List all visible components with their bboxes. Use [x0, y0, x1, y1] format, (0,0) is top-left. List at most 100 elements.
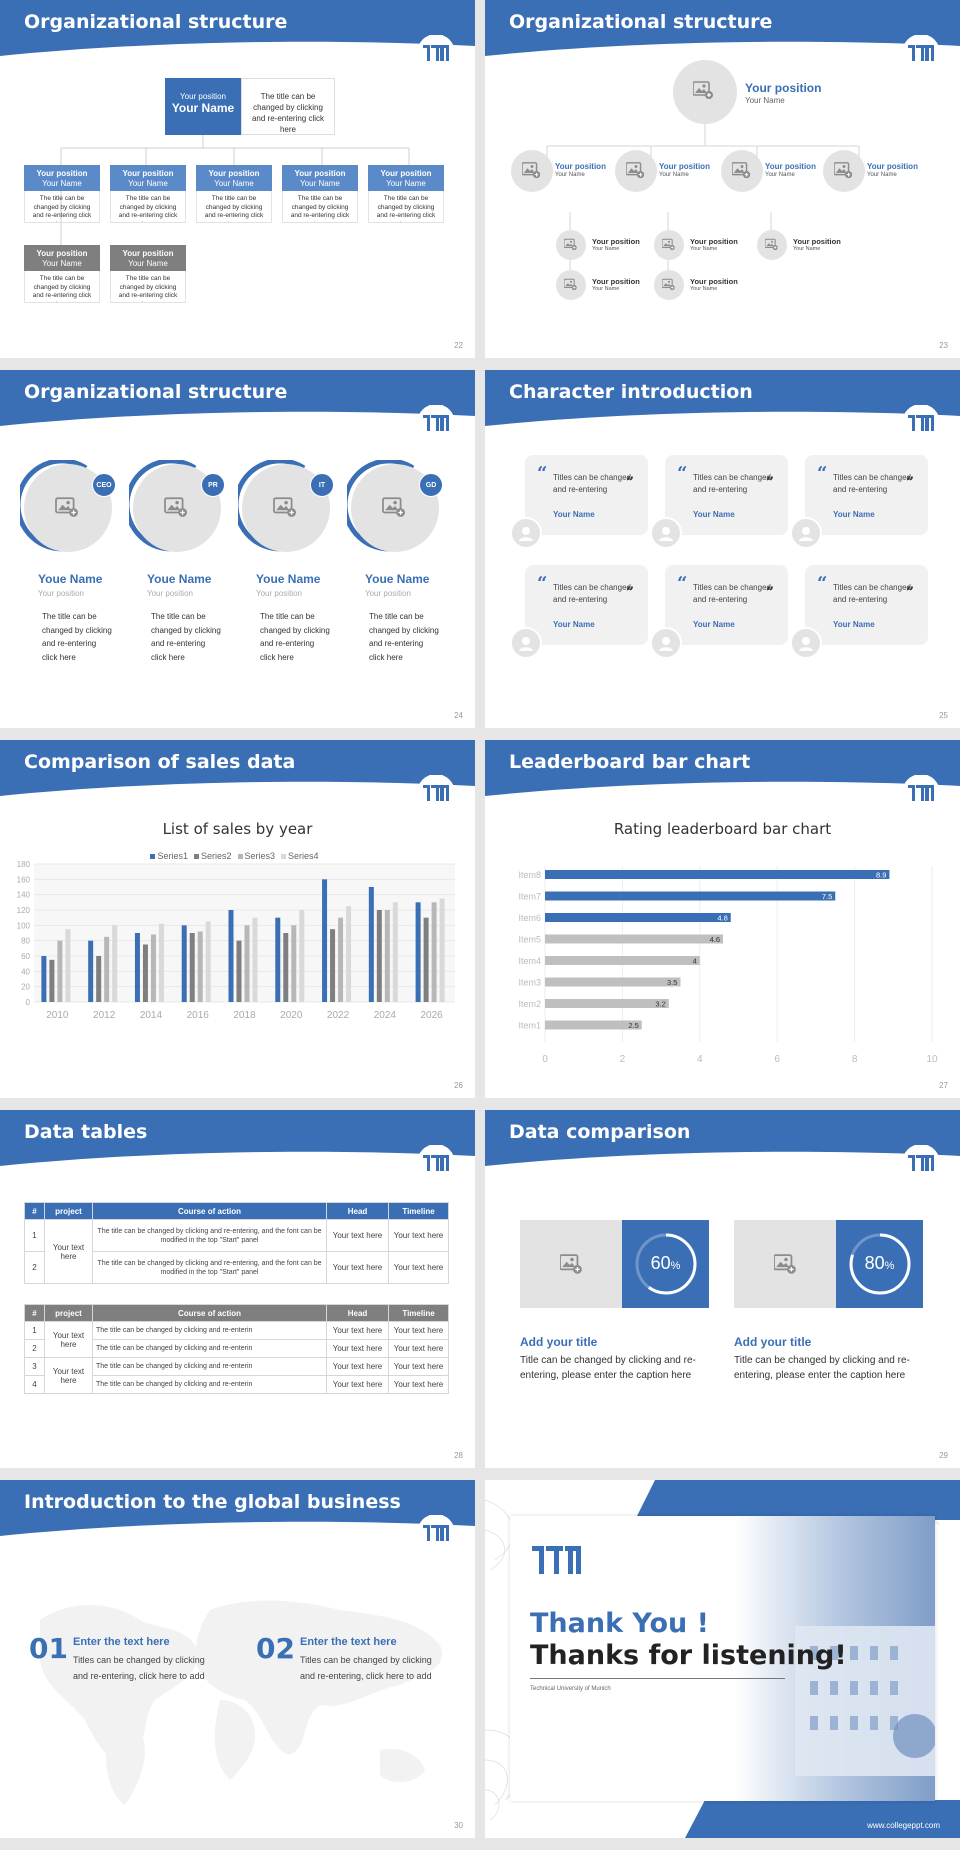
- member-position: Your position: [555, 162, 606, 171]
- member-photo-ring[interactable]: [20, 460, 120, 560]
- data-label: 8.9: [876, 871, 886, 880]
- top-name: Your Name: [745, 96, 785, 105]
- image-placeholder[interactable]: [520, 1220, 622, 1308]
- slide-25[interactable]: Character introduction “” Titles can be c…: [485, 370, 960, 728]
- head-cell: Your text here: [326, 1219, 389, 1252]
- bar: [112, 925, 118, 1002]
- legend-swatch: [150, 854, 156, 859]
- bar: [150, 934, 156, 1002]
- legend-item: Series4: [281, 851, 319, 861]
- project-cell: Your text here: [44, 1219, 93, 1284]
- member-card[interactable]: Your position Your Name The title can be c…: [110, 245, 186, 303]
- data-label: 7.5: [822, 892, 832, 901]
- percent-arc: [635, 1233, 697, 1295]
- x-tick-label: 4: [697, 1054, 703, 1065]
- member-card[interactable]: Your position Your Name The title can be c…: [368, 165, 444, 223]
- slide-thanks[interactable]: Thank You ! Thanks for listening! Techni…: [485, 1480, 960, 1838]
- member-description: The title can be changed by clicking and…: [110, 191, 186, 223]
- slide-23[interactable]: Organizational structure Your position Y…: [485, 0, 960, 358]
- y-tick-label: 160: [17, 875, 31, 884]
- member-position: Your position: [380, 169, 432, 178]
- member-card[interactable]: Your position Your Name The title can be c…: [282, 165, 358, 223]
- chart-title: List of sales by year: [162, 820, 313, 838]
- member-card[interactable]: Your position Your Name The title can be c…: [24, 245, 100, 303]
- top-position-box[interactable]: Your position Your Name: [165, 78, 241, 135]
- member-description: The title can be changed by clicking and…: [196, 191, 272, 223]
- tum-logo-icon: [903, 775, 940, 812]
- photo-placeholder[interactable]: [511, 150, 553, 192]
- member-card[interactable]: Your position Your Name The title can be c…: [24, 165, 100, 223]
- photo-placeholder[interactable]: [654, 230, 684, 260]
- quote-card[interactable]: “ ” Titles can be changed and re-entering Y…: [805, 565, 928, 645]
- bar: [415, 902, 421, 1002]
- slide-30[interactable]: Introduction to the global business 01 En…: [0, 1480, 475, 1838]
- member-card[interactable]: Your position Your Name The title can be c…: [110, 165, 186, 223]
- org-connectors: [60, 135, 410, 245]
- slide-title: Introduction to the global business: [24, 1491, 401, 1513]
- data-table-2: # project Course of action Head Timeline 1 You…: [24, 1304, 449, 1394]
- member-photo-ring[interactable]: [238, 460, 338, 560]
- slide-22[interactable]: Organizational structure Your position Y…: [0, 0, 475, 358]
- member-position: Your position: [256, 589, 302, 598]
- slide-26[interactable]: Comparison of sales data List of sales b…: [0, 740, 475, 1098]
- photo-placeholder[interactable]: [654, 270, 684, 300]
- member-card[interactable]: Your position Your Name The title can be c…: [196, 165, 272, 223]
- quote-card[interactable]: “ ” Titles can be changed and re-entering Y…: [665, 455, 788, 535]
- photo-placeholder[interactable]: [757, 230, 787, 260]
- bar: [189, 933, 195, 1002]
- member-header: Your position Your Name: [282, 165, 358, 191]
- image-icon: [662, 278, 676, 291]
- legend-item: Series1: [150, 851, 188, 861]
- quote-author: Your Name: [833, 620, 875, 629]
- quote-close-icon: ”: [905, 475, 914, 491]
- timeline-cell: Your text here: [388, 1251, 449, 1284]
- page-number: 27: [939, 1081, 948, 1090]
- timeline-cell: Your text here: [388, 1219, 449, 1252]
- timeline-cell: Your text here: [388, 1357, 449, 1376]
- bar: [545, 891, 836, 901]
- quote-card[interactable]: “ ” Titles can be changed and re-entering Y…: [805, 455, 928, 535]
- tum-logo-icon: [418, 775, 455, 812]
- image-icon: [774, 1254, 797, 1275]
- quote-author: Your Name: [693, 510, 735, 519]
- member-name: Youe Name: [256, 572, 321, 586]
- tum-logo-icon: [903, 405, 940, 442]
- top-photo-placeholder[interactable]: [673, 60, 737, 124]
- building-photo: [735, 1516, 935, 1801]
- timeline-cell: Your text here: [388, 1375, 449, 1394]
- thanks-line1: Thank You !: [530, 1608, 709, 1639]
- member-photo-ring[interactable]: [347, 460, 447, 560]
- column-header: Head: [326, 1304, 389, 1322]
- slide-24[interactable]: Organizational structure CEO Youe Name You…: [0, 370, 475, 728]
- member-name: Your Name: [765, 172, 795, 178]
- top-name: Your Name: [171, 101, 235, 115]
- member-header: Your position Your Name: [368, 165, 444, 191]
- member-position: Your position: [122, 249, 174, 258]
- photo-placeholder[interactable]: [556, 270, 586, 300]
- quote-close-icon: ”: [625, 475, 634, 491]
- member-name: Youe Name: [147, 572, 212, 586]
- quote-card[interactable]: “ ” Titles can be changed and re-entering Y…: [525, 565, 648, 645]
- photo-placeholder[interactable]: [556, 230, 586, 260]
- member-position: Your position: [765, 162, 816, 171]
- slide-27[interactable]: Leaderboard bar chart Rating leaderboard…: [485, 740, 960, 1098]
- website-link[interactable]: www.collegeppt.com: [867, 1821, 940, 1830]
- thanks-card: Thank You ! Thanks for listening! Techni…: [510, 1516, 935, 1801]
- x-tick-label: 2: [620, 1054, 626, 1065]
- photo-placeholder[interactable]: [823, 150, 865, 192]
- legend-swatch: [281, 854, 287, 859]
- image-placeholder[interactable]: [734, 1220, 836, 1308]
- photo-placeholder[interactable]: [615, 150, 657, 192]
- bar: [291, 925, 297, 1002]
- slide-28[interactable]: Data tables # project Course of action Head…: [0, 1110, 475, 1468]
- quote-close-icon: ”: [905, 585, 914, 601]
- course-cell: The title can be changed by clicking and…: [92, 1357, 327, 1376]
- quote-card[interactable]: “ ” Titles can be changed and re-entering Y…: [665, 565, 788, 645]
- quote-card[interactable]: “ ” Titles can be changed and re-entering Y…: [525, 455, 648, 535]
- member-photo-ring[interactable]: [129, 460, 229, 560]
- page-number: 29: [939, 1451, 948, 1460]
- slide-29[interactable]: Data comparison 60% Add your title Title c…: [485, 1110, 960, 1468]
- top-description: The title can be changed by clicking and…: [241, 78, 335, 135]
- avatar: [510, 627, 542, 659]
- photo-placeholder[interactable]: [721, 150, 763, 192]
